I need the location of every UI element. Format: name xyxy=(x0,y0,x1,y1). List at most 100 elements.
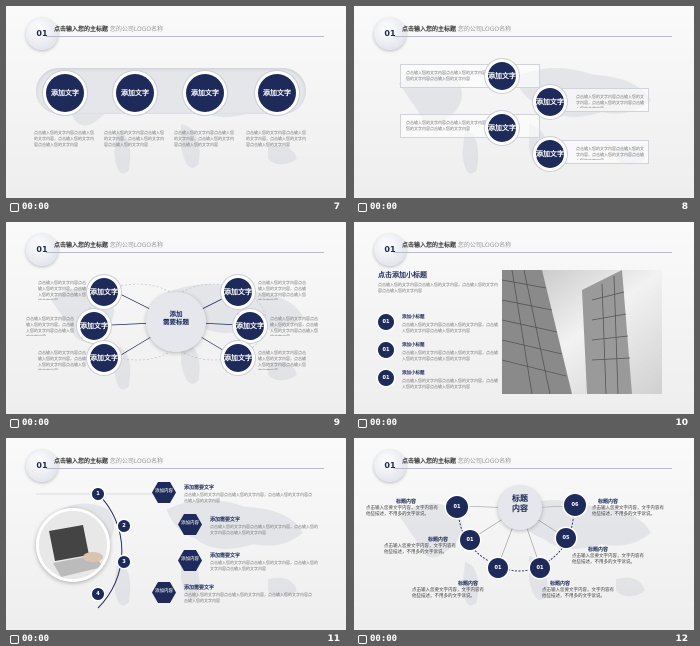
slide-icon xyxy=(10,419,19,428)
text-box xyxy=(549,140,649,164)
header-divider xyxy=(394,252,672,253)
node-badge[interactable]: 06 xyxy=(564,494,586,516)
node-label: 标题内容 xyxy=(550,581,571,587)
header-number: 01 xyxy=(384,29,396,38)
slide-canvas: 01 点击输入您的主标题 / 您的公司LOGO名称 添加 需要标题 添加文字 添… xyxy=(6,222,346,414)
text-circle-1[interactable]: 添加文字 xyxy=(46,74,84,112)
hexagon-label: 添加内容 xyxy=(152,482,176,503)
step-badge: 4 xyxy=(92,588,104,600)
text-circle-4[interactable]: 添加文字 xyxy=(258,74,296,112)
text-circle-1[interactable]: 添加文字 xyxy=(90,278,118,306)
slide-thumbnail-10[interactable]: 01 点击输入您的主标题 / 您的公司LOGO名称 点击添加小标题 点击输入您的… xyxy=(352,220,696,432)
body-text: 点击输入您的文字内容点击输入您的文字内容，点击输入您的文字内容点击输入您的文字内… xyxy=(34,130,94,147)
slide-thumbnail-9[interactable]: 01 点击输入您的主标题 / 您的公司LOGO名称 添加 需要标题 添加文字 添… xyxy=(4,220,348,432)
slide-canvas: 01 点击输入您的主标题 / 您的公司LOGO名称 点击添加小标题 点击输入您的… xyxy=(354,222,694,414)
body-text: 点击输入您的文字内容点击输入您的文字内容，点击输入您的文字内容点击输入您的文字内… xyxy=(258,350,306,370)
header-subtitle: / 您的公司LOGO名称 xyxy=(454,458,512,465)
step-heading: 添加需要文字 xyxy=(210,553,241,559)
body-text: 点击输入您的文字内容点击输入您的文字内容，点击输入您的文字内容点击输入您的文字内… xyxy=(378,282,498,293)
node-label: 标题内容 xyxy=(588,547,609,553)
building-photo xyxy=(502,270,662,394)
header-subtitle: / 您的公司LOGO名称 xyxy=(106,242,164,249)
slide-number: 11 xyxy=(327,634,340,644)
text-box xyxy=(549,88,649,112)
body-text: 点击输入您的文字内容点击输入您的文字内容，点击输入您的文字内容点击输入您的文字内… xyxy=(184,492,312,503)
slide-icon xyxy=(358,419,367,428)
slide-footer: 00:00 11 xyxy=(4,632,348,646)
text-circle-4[interactable]: 添加文字 xyxy=(536,140,564,168)
text-circle-3[interactable]: 添加文字 xyxy=(90,344,118,372)
header-number: 01 xyxy=(384,461,396,470)
slide-number: 12 xyxy=(675,634,688,644)
header-title: 点击输入您的主标题 xyxy=(402,242,457,249)
node-badge[interactable]: 05 xyxy=(556,528,576,548)
body-text: 点击输入您的文字内容点击输入您的文字内容，点击输入您的文字内容点击输入您的文字内… xyxy=(576,146,644,160)
world-map-watermark xyxy=(50,500,303,606)
slide-timing: 00:00 xyxy=(22,202,50,212)
header-divider xyxy=(394,468,672,469)
node-description: 点击输入您要文字内容，文字内容有 他些描述，不用多的文字诉说。 xyxy=(572,554,644,566)
laptop-photo xyxy=(36,508,110,582)
center-circle xyxy=(146,292,206,352)
step-badge: 3 xyxy=(118,556,130,568)
body-text: 点击输入您的文字内容点击输入您的文字内容，点击输入您的文字内容点击输入您的文字内… xyxy=(402,322,498,333)
text-circle-2[interactable]: 添加文字 xyxy=(80,312,108,340)
body-text: 点击输入您的文字内容点击输入您的文字内容，点击输入您的文字内容点击输入您的文字内… xyxy=(402,350,498,361)
step-heading: 添加需要文字 xyxy=(184,485,215,491)
header-subtitle: / 您的公司LOGO名称 xyxy=(106,458,164,465)
slide-timing: 00:00 xyxy=(22,418,50,428)
slide-canvas: 01 点击输入您的主标题 / 您的公司LOGO名称 标题 内容 01 01 01… xyxy=(354,438,694,630)
text-circle-5[interactable]: 添加文字 xyxy=(236,312,264,340)
item-number-badge: 01 xyxy=(378,342,394,358)
node-connectors xyxy=(457,505,575,572)
node-badge[interactable]: 01 xyxy=(460,530,480,550)
header-badge xyxy=(374,450,406,482)
slide-timing: 00:00 xyxy=(22,634,50,644)
node-badge[interactable]: 01 xyxy=(488,558,508,578)
node-description: 点击输入您要文字内容，文字内容有 他些描述，不用多的文字诉说。 xyxy=(412,588,484,600)
slide-thumbnail-7[interactable]: 01 点击输入您的主标题 / 您的公司LOGO名称 添加文字 添加文字 添加文字… xyxy=(4,4,348,216)
header-title: 点击输入您的主标题 xyxy=(402,26,457,33)
text-circle-2[interactable]: 添加文字 xyxy=(536,88,564,116)
slide-thumbnail-8[interactable]: 01 点击输入您的主标题 / 您的公司LOGO名称 点击输入您的文字内容点击输入… xyxy=(352,4,696,216)
slide-footer: 00:00 10 xyxy=(352,416,696,432)
world-map-watermark xyxy=(398,500,651,606)
step-heading: 添加需要文字 xyxy=(184,585,215,591)
step-heading: 添加需要文字 xyxy=(210,517,241,523)
hexagon-label: 添加内容 xyxy=(178,514,202,535)
text-circle-3[interactable]: 添加文字 xyxy=(186,74,224,112)
slide-canvas: 01 点击输入您的主标题 / 您的公司LOGO名称 点击输入您的文字内容点击输入… xyxy=(354,6,694,198)
slide-thumbnail-11[interactable]: 01 点击输入您的主标题 / 您的公司LOGO名称 1 2 3 4 添加内容 添… xyxy=(4,436,348,646)
text-box xyxy=(400,114,540,138)
slide-footer: 00:00 9 xyxy=(4,416,348,432)
text-circle-6[interactable]: 添加文字 xyxy=(224,344,252,372)
text-circle-1[interactable]: 添加文字 xyxy=(488,62,516,90)
text-circle-3[interactable]: 添加文字 xyxy=(488,114,516,142)
node-label: 标题内容 xyxy=(458,581,479,587)
header-badge xyxy=(374,234,406,266)
world-map-watermark xyxy=(50,284,303,390)
slide-icon xyxy=(10,635,19,644)
node-label: 标题内容 xyxy=(396,499,417,505)
item-title: 添加小标题 xyxy=(402,343,425,348)
slide-number: 7 xyxy=(333,202,340,212)
hexagon-label: 添加内容 xyxy=(152,582,176,603)
section-subtitle: 点击添加小标题 xyxy=(378,271,427,279)
body-text: 点击输入您的文字内容点击输入您的文字内容，点击输入您的文字内容点击输入您的文字内… xyxy=(210,560,318,571)
text-circle-2[interactable]: 添加文字 xyxy=(116,74,154,112)
body-text: 点击输入您的文字内容点击输入您的文字内容，点击输入您的文字内容点击输入您的文字内… xyxy=(38,280,86,300)
text-circle-4[interactable]: 添加文字 xyxy=(224,278,252,306)
body-text: 点击输入您的文字内容点击输入您的文字内容，点击输入您的文字内容点击输入您的文字内… xyxy=(406,70,506,81)
body-text: 点击输入您的文字内容点击输入您的文字内容，点击输入您的文字内容点击输入您的文字内… xyxy=(104,130,164,147)
body-text: 点击输入您的文字内容点击输入您的文字内容，点击输入您的文字内容点击输入您的文字内… xyxy=(174,130,234,147)
node-badge[interactable]: 01 xyxy=(446,496,468,518)
body-text: 点击输入您的文字内容点击输入您的文字内容，点击输入您的文字内容点击输入您的文字内… xyxy=(38,350,86,370)
slide-thumbnail-12[interactable]: 01 点击输入您的主标题 / 您的公司LOGO名称 标题 内容 01 01 01… xyxy=(352,436,696,646)
step-badge: 2 xyxy=(118,520,130,532)
header-number: 01 xyxy=(384,245,396,254)
header-divider xyxy=(46,468,324,469)
body-text: 点击输入您的文字内容点击输入您的文字内容，点击输入您的文字内容点击输入您的文字内… xyxy=(270,316,318,336)
node-badge[interactable]: 01 xyxy=(530,558,550,578)
header-subtitle: / 您的公司LOGO名称 xyxy=(106,26,164,33)
header-subtitle: / 您的公司LOGO名称 xyxy=(454,242,512,249)
